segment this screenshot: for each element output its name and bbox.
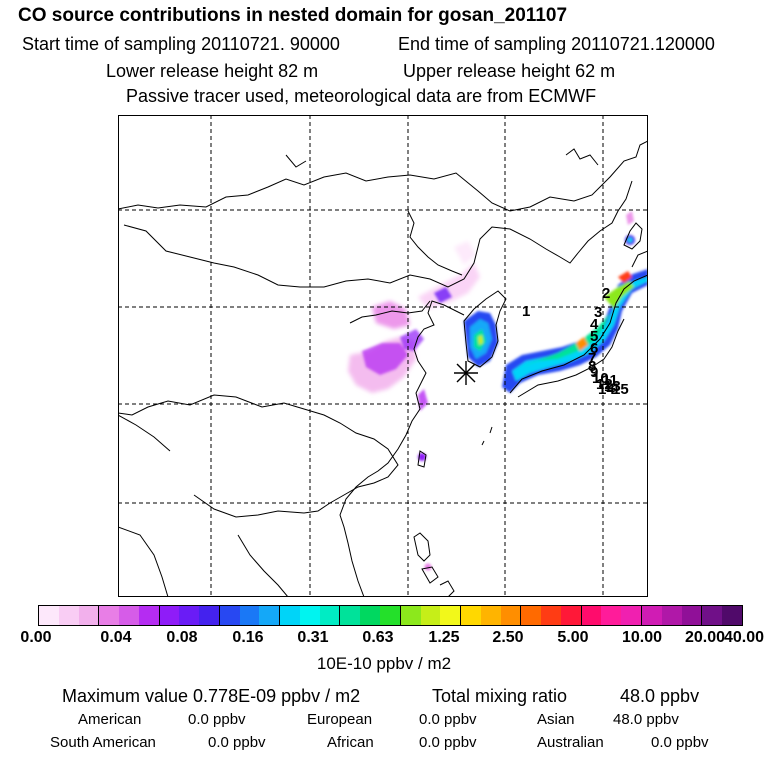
coastlines [118, 140, 648, 597]
label-14: 14 [598, 381, 615, 398]
tick-4: 0.31 [297, 629, 329, 646]
label-13: 13 [604, 378, 621, 395]
color-scale-cell [239, 606, 260, 625]
tick-9: 10.00 [621, 629, 663, 646]
color-scale-cell [480, 606, 501, 625]
tick-0: 0.00 [20, 629, 52, 646]
start-time-label: Start time of sampling 20110721. 90000 [22, 34, 340, 54]
american-label: American [78, 711, 142, 728]
color-scale-cell [299, 606, 320, 625]
label-8: 8 [588, 358, 596, 375]
map-title: CO source contributions in nested domain… [18, 5, 568, 26]
label-12: 12 [596, 376, 613, 393]
color-scale-cell [440, 606, 462, 625]
color-scale-cell [722, 606, 742, 625]
tick-2: 0.08 [166, 629, 198, 646]
color-scale-cell [360, 606, 381, 625]
european-label: European [307, 711, 373, 728]
color-scale-cell [340, 606, 361, 625]
color-scale-cell [661, 606, 682, 625]
end-time-label: End time of sampling 20110721.120000 [398, 34, 715, 54]
color-scale-cell [681, 606, 703, 625]
color-scale-cell [259, 606, 281, 625]
label-6: 6 [590, 340, 598, 357]
color-scale-cell [159, 606, 180, 625]
color-scale-units: 10E-10 ppbv / m2 [316, 654, 452, 673]
australian-value: 0.0 ppbv [651, 734, 709, 751]
color-scale-cell [641, 606, 662, 625]
graticule [118, 115, 648, 597]
label-11: 11 [602, 372, 618, 389]
label-2: 2 [602, 285, 610, 302]
tick-6: 1.25 [428, 629, 460, 646]
plume-japan [502, 211, 648, 393]
color-scale-cell [39, 606, 59, 625]
south-american-value: 0.0 ppbv [208, 734, 266, 751]
color-scale-cell [138, 606, 160, 625]
color-scale-cell [560, 606, 582, 625]
tick-5: 0.63 [362, 629, 394, 646]
color-scale-cell [199, 606, 220, 625]
color-scale-bar [38, 605, 743, 626]
label-5: 5 [590, 328, 598, 345]
color-scale-cell [319, 606, 341, 625]
plume-korea [464, 311, 498, 367]
asian-label: Asian [537, 711, 575, 728]
color-scale-cell [621, 606, 642, 625]
color-scale-cell [601, 606, 622, 625]
color-scale-cell [219, 606, 240, 625]
color-scale-cell [380, 606, 401, 625]
map-canvas: 1 2 3 4 5 6 7 8 9 10 11 12 13 14 15 [118, 115, 648, 597]
tick-10: 20.00 [684, 629, 726, 646]
color-scale-ticks: 0.00 0.04 0.08 0.16 0.31 0.63 1.25 2.50 … [0, 629, 768, 653]
color-scale-cell [702, 606, 723, 625]
label-10: 10 [592, 370, 609, 387]
lower-release-label: Lower release height 82 m [106, 61, 319, 81]
african-label: African [327, 734, 374, 751]
label-7: 7 [588, 350, 596, 367]
tracer-note: Passive tracer used, meteorological data… [126, 86, 597, 106]
tick-11: 40.00 [723, 629, 765, 646]
color-scale-cell [521, 606, 542, 625]
australian-label: Australian [537, 734, 604, 751]
label-3: 3 [594, 304, 602, 321]
receptor-labels: 1 2 3 4 5 6 7 8 9 10 11 12 13 14 15 [522, 285, 629, 398]
color-scale-cell [179, 606, 200, 625]
european-value: 0.0 ppbv [419, 711, 477, 728]
total-mixing-label: Total mixing ratio [432, 686, 568, 706]
plume-china-core [362, 287, 452, 571]
label-15: 15 [612, 381, 629, 398]
color-scale-cell [500, 606, 522, 625]
american-value: 0.0 ppbv [188, 711, 246, 728]
tick-3: 0.16 [232, 629, 264, 646]
label-9: 9 [590, 364, 598, 381]
color-scale-cell [420, 606, 441, 625]
color-scale-cell [78, 606, 100, 625]
upper-release-label: Upper release height 62 m [403, 61, 616, 81]
label-4: 4 [590, 316, 599, 333]
color-scale-cell [280, 606, 300, 625]
color-scale-cell [461, 606, 481, 625]
south-american-label: South American [50, 734, 156, 751]
map-panel: 1 2 3 4 5 6 7 8 9 10 11 12 13 14 15 [118, 115, 648, 597]
tick-1: 0.04 [100, 629, 132, 646]
color-scale-cell [581, 606, 602, 625]
color-scale-cell [400, 606, 421, 625]
map-border [118, 115, 648, 597]
label-1: 1 [522, 303, 530, 320]
color-scale-cell [58, 606, 79, 625]
color-scale-cell [99, 606, 120, 625]
african-value: 0.0 ppbv [419, 734, 477, 751]
color-scale-cell [541, 606, 561, 625]
asian-value: 48.0 ppbv [613, 711, 679, 728]
total-mixing-value: 48.0 ppbv [620, 686, 700, 706]
maximum-value: Maximum value 0.778E-09 ppbv / m2 [62, 686, 361, 706]
tick-7: 2.50 [492, 629, 524, 646]
color-scale-cell [119, 606, 139, 625]
tick-8: 5.00 [557, 629, 589, 646]
asterisk-marker [454, 361, 478, 385]
